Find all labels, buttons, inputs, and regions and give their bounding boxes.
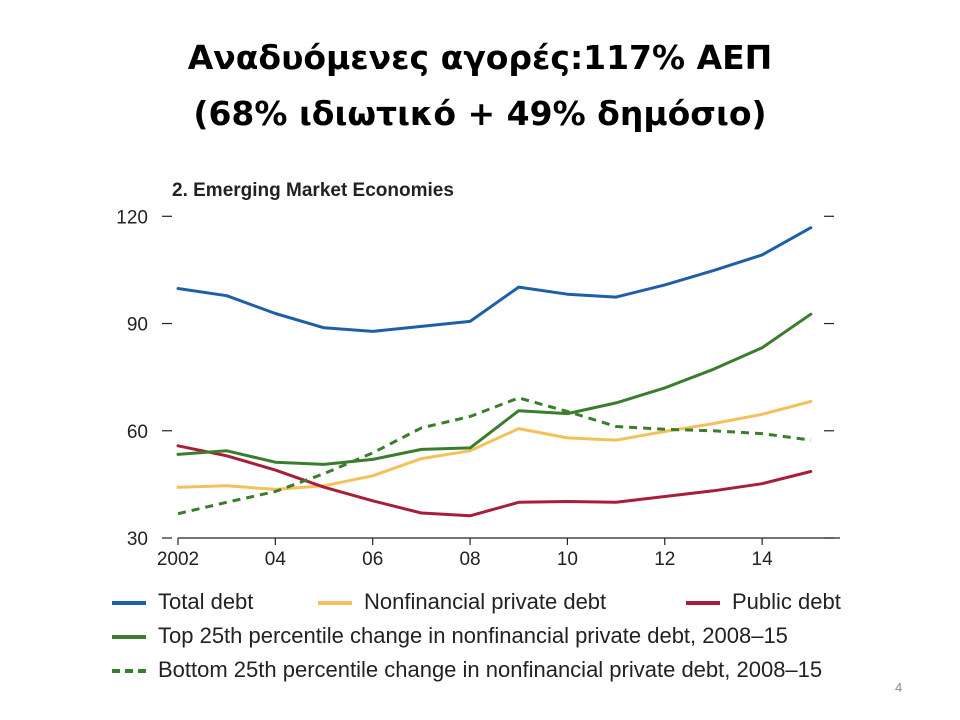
legend-swatch-bottom-25th-percentile	[112, 669, 146, 673]
chart-title: 2. Emerging Market Economies	[172, 180, 454, 201]
series-line-2	[176, 444, 813, 518]
legend-swatch-nonfinancial-private-debt	[318, 601, 352, 605]
series-line-3	[176, 312, 813, 466]
y-tick-label: 30	[127, 529, 148, 550]
legend-swatch-total-debt	[112, 601, 146, 605]
x-tick-label: 08	[459, 549, 480, 570]
y-tick-label: 120	[116, 207, 148, 228]
legend-label-total-debt: Total debt	[158, 589, 254, 614]
legend-label-nonfinancial-private-debt: Nonfinancial private debt	[364, 589, 607, 614]
legend-label-public-debt: Public debt	[732, 589, 841, 614]
legend-label-top-25th-percentile: Top 25th percentile change in nonfinanci…	[158, 623, 788, 648]
slide-title: Αναδυόμενες αγορές:117% ΑΕΠ (68% ιδιωτικ…	[0, 30, 960, 142]
slide-number: 4	[895, 680, 903, 695]
y-tick-label: 60	[127, 422, 148, 443]
x-tick-label: 12	[654, 549, 675, 570]
x-tick-label: 10	[557, 549, 578, 570]
x-tick-label: 2002	[157, 549, 199, 570]
x-tick-label: 14	[752, 549, 774, 570]
x-tick-label: 06	[362, 549, 383, 570]
series-line-0	[176, 226, 813, 333]
slide-title-line-1: Αναδυόμενες αγορές:117% ΑΕΠ	[187, 38, 773, 77]
legend-row-2: Top 25th percentile change in nonfinanci…	[112, 622, 912, 650]
legend-label-bottom-25th-percentile: Bottom 25th percentile change in nonfina…	[158, 657, 823, 682]
legend-swatch-public-debt	[686, 601, 720, 605]
x-tick-label: 04	[265, 549, 287, 570]
line-chart: 2. Emerging Market Economies 2002 04 06 08 1…	[116, 180, 840, 570]
legend-swatch-top-25th-percentile	[112, 635, 146, 639]
chart-axes: 2002 04 06 08 10 12 14 30 60 90 120	[116, 207, 840, 570]
series-line-1	[176, 400, 813, 491]
slide-title-line-2: (68% ιδιωτικό + 49% δημόσιο)	[193, 94, 767, 133]
chart-series-lines	[176, 226, 813, 518]
y-tick-label: 90	[127, 315, 148, 336]
series-line-4	[177, 396, 811, 516]
legend-row-1: Total debt Nonfinancial private debt Pub…	[112, 588, 912, 616]
legend-row-3: Bottom 25th percentile change in nonfina…	[112, 656, 912, 684]
